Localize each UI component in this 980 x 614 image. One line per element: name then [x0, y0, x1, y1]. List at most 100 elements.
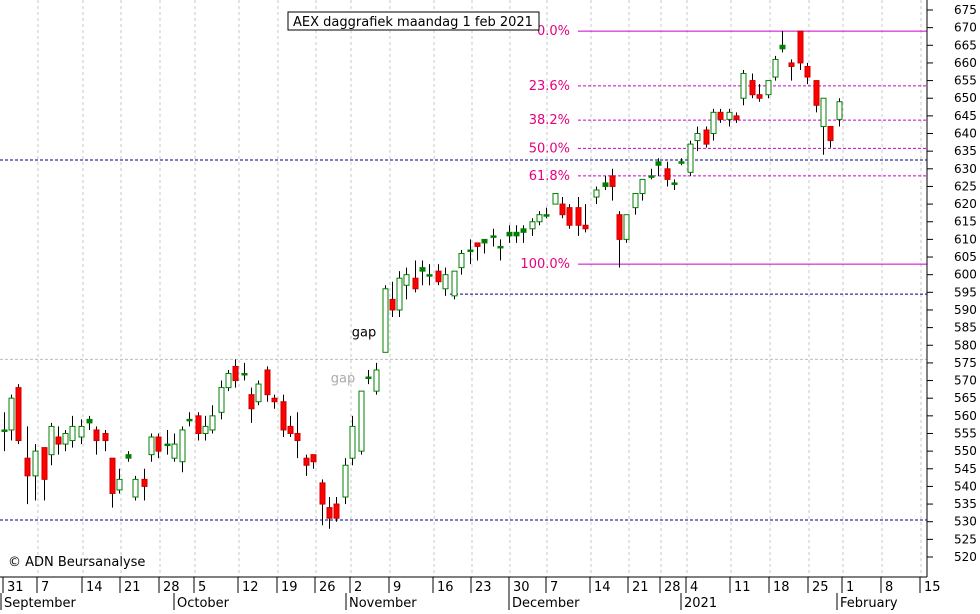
fibonacci-label: 38.2% — [529, 113, 570, 128]
y-tick-label: 660 — [954, 56, 977, 70]
candle-body — [342, 464, 349, 498]
candle-body — [32, 450, 39, 477]
x-tick-label: 26 — [319, 580, 336, 595]
x-tick-label: 14 — [594, 580, 611, 595]
candle-body — [566, 207, 573, 226]
candle-body — [836, 101, 843, 120]
candle-body — [419, 267, 426, 272]
candle-body — [559, 203, 566, 216]
y-tick-label: 670 — [954, 21, 977, 35]
candle-body — [506, 231, 513, 237]
x-tick-label: 14 — [86, 580, 103, 595]
candle-body — [435, 270, 442, 283]
month-label: November — [349, 596, 417, 610]
y-tick-label: 645 — [954, 109, 977, 123]
candle-body — [451, 270, 458, 297]
fibonacci-label: 23.6% — [529, 79, 570, 94]
candle-body — [575, 207, 582, 226]
candle-body — [726, 111, 733, 120]
y-tick-label: 585 — [954, 321, 977, 335]
candle-body — [687, 143, 694, 173]
x-tick-label: 7 — [41, 580, 49, 595]
candle-body — [209, 415, 216, 431]
x-tick-label: 9 — [393, 580, 401, 595]
candle-body — [62, 432, 69, 445]
y-tick-label: 535 — [954, 497, 977, 511]
candle-body — [648, 175, 655, 178]
x-tick-label: 5 — [198, 580, 206, 595]
candle-body — [609, 175, 616, 187]
y-tick-label: 530 — [954, 515, 977, 529]
y-tick-label: 580 — [954, 338, 977, 352]
candle-body — [797, 30, 804, 64]
candle-body — [804, 65, 811, 78]
reference-lines — [0, 30, 927, 521]
candle-body — [132, 478, 139, 498]
candle-body — [412, 277, 419, 290]
y-tick-label: 655 — [954, 74, 977, 88]
x-tick-label: 7 — [550, 580, 558, 595]
y-tick-label: 635 — [954, 144, 977, 158]
candle-body — [241, 372, 248, 376]
chart-title: AEX daggrafiek maandag 1 feb 2021 — [293, 15, 533, 30]
y-tick-label: 565 — [954, 391, 977, 405]
candle-body — [225, 372, 232, 389]
candle-body — [280, 401, 287, 431]
candle-body — [319, 482, 326, 505]
y-tick-label: 610 — [954, 232, 977, 246]
candle-body — [202, 425, 209, 434]
y-tick-label: 540 — [954, 479, 977, 493]
candle-body — [710, 111, 717, 135]
candle-body — [41, 447, 48, 480]
candle-body — [171, 443, 178, 459]
y-tick-label: 590 — [954, 303, 977, 317]
candle-body — [602, 182, 609, 187]
x-tick-label: 2 — [354, 580, 362, 595]
candle-body — [155, 436, 162, 452]
y-tick-label: 545 — [954, 462, 977, 476]
candle-body — [271, 397, 278, 403]
y-tick-label: 605 — [954, 250, 977, 264]
x-tick-label: 28 — [664, 580, 681, 595]
y-tick-label: 570 — [954, 374, 977, 388]
candle-body — [536, 214, 543, 223]
y-tick-label: 630 — [954, 162, 977, 176]
candle-body — [655, 161, 662, 166]
candle-body — [827, 125, 834, 142]
candles — [1, 30, 843, 529]
x-tick-label: 31 — [7, 580, 24, 595]
candle-body — [358, 390, 365, 452]
x-tick-label: 16 — [437, 580, 454, 595]
candle-body — [186, 418, 193, 422]
candle-body — [694, 133, 701, 142]
candle-body — [218, 387, 225, 413]
month-label: February — [840, 596, 898, 610]
candle-body — [639, 178, 646, 195]
candle-body — [179, 429, 186, 463]
candle-body — [513, 231, 520, 237]
y-tick-label: 555 — [954, 426, 977, 440]
x-tick-label: 8 — [885, 580, 893, 595]
candle-body — [616, 214, 623, 240]
month-label: September — [4, 596, 77, 610]
candle-body — [497, 245, 504, 249]
y-tick-label: 575 — [954, 356, 977, 370]
y-tick-label: 640 — [954, 127, 977, 141]
title-box — [287, 11, 540, 31]
candle-body — [756, 94, 763, 99]
candle-body — [264, 369, 271, 396]
fibonacci-label: 0.0% — [537, 24, 570, 39]
candle-body — [664, 168, 671, 180]
x-tick-label: 18 — [773, 580, 790, 595]
x-tick-label: 11 — [734, 580, 751, 595]
y-tick-label: 525 — [954, 532, 977, 546]
candle-body — [333, 503, 340, 519]
month-label: 2021 — [684, 596, 717, 610]
candle-body — [671, 182, 678, 185]
candle-body — [349, 425, 356, 459]
candle-body — [740, 73, 747, 99]
x-tick-label: 21 — [632, 580, 649, 595]
fibonacci-label: 100.0% — [520, 257, 570, 272]
